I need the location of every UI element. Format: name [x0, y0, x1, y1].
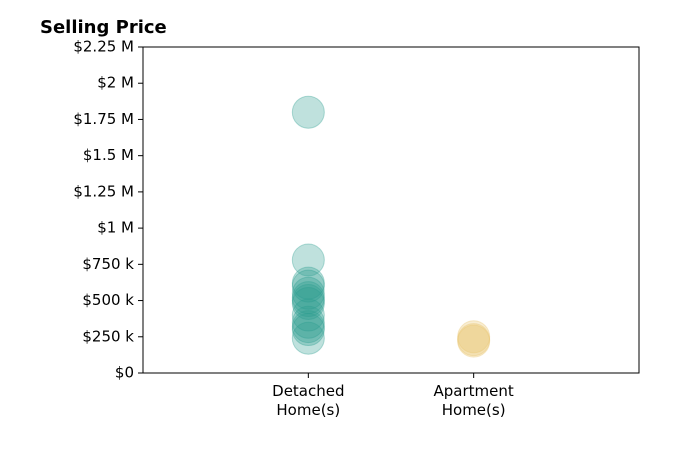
- point: [291, 266, 325, 300]
- x-tick-label: Detached Home(s): [272, 382, 345, 419]
- point: [291, 298, 325, 332]
- y-tick-label: $1 M: [97, 219, 134, 237]
- point: [291, 284, 325, 318]
- y-tick-label: $500 k: [82, 291, 134, 309]
- y-tick-label: $2.25 M: [73, 38, 134, 56]
- y-tick-label: $1.75 M: [73, 110, 134, 128]
- point: [457, 320, 491, 354]
- point: [291, 286, 325, 320]
- y-tick-label: $2 M: [97, 74, 134, 92]
- axes-frame: [142, 46, 640, 374]
- chart-title: Selling Price: [40, 17, 167, 38]
- point: [291, 321, 325, 355]
- point: [291, 305, 325, 339]
- point: [291, 95, 325, 129]
- point: [457, 324, 491, 358]
- y-tick-label: $250 k: [82, 327, 134, 345]
- y-tick-label: $1.5 M: [83, 146, 134, 164]
- y-tick-label: $1.25 M: [73, 182, 134, 200]
- x-tick-label: Apartment Home(s): [433, 382, 514, 419]
- point: [291, 276, 325, 310]
- point: [457, 323, 491, 357]
- y-tick-label: $0: [115, 364, 134, 382]
- point: [291, 269, 325, 303]
- point: [291, 313, 325, 347]
- point: [291, 243, 325, 277]
- y-tick-label: $750 k: [82, 255, 134, 273]
- point: [291, 310, 325, 344]
- point: [291, 281, 325, 315]
